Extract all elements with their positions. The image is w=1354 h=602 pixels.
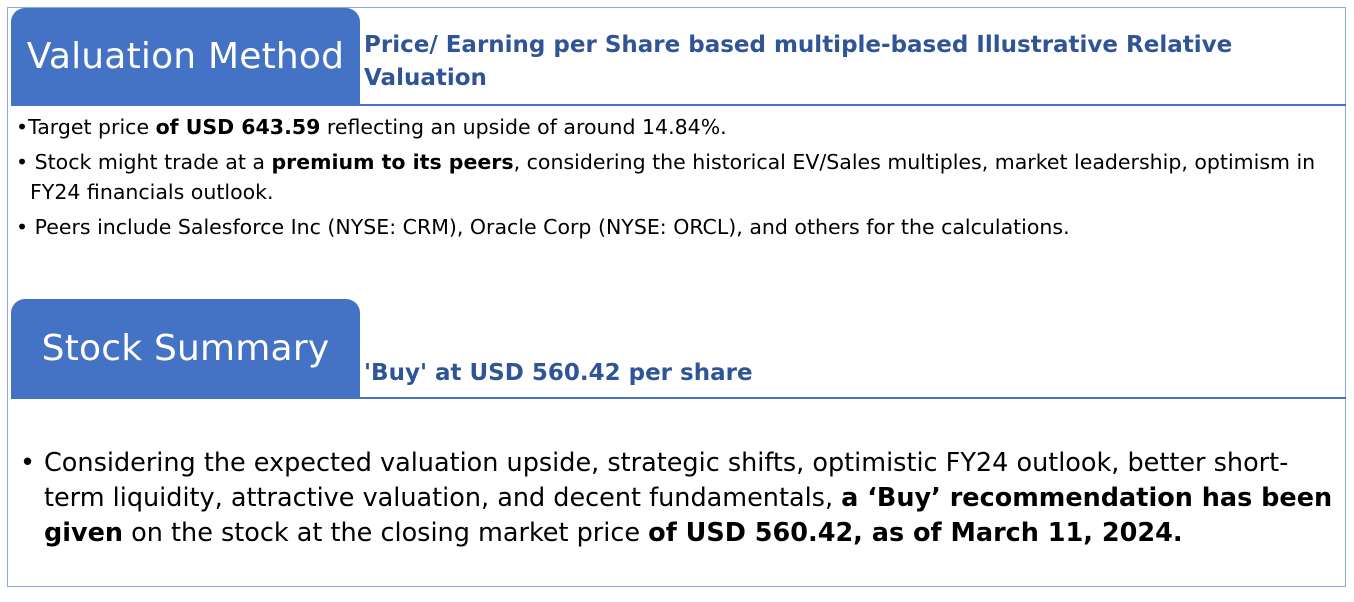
- bullet-text: Stock might trade at a: [34, 150, 272, 174]
- valuation-heading: Price/ Earning per Share based multiple-…: [364, 32, 1233, 91]
- bullet-item-premium: • Stock might trade at a premium to its …: [16, 147, 1336, 207]
- bullet-marker: •: [16, 215, 35, 239]
- summary-bold-text: a ‘Buy’ recommendation has been given: [44, 483, 1333, 548]
- bullet-item-target-price: •Target price of USD 643.59 reflecting a…: [16, 112, 1336, 142]
- section-divider: [11, 397, 1346, 399]
- stock-summary-tab-label: Stock Summary: [41, 327, 330, 369]
- stock-summary-tab: Stock Summary: [11, 299, 360, 397]
- valuation-method-tab: Valuation Method: [11, 8, 360, 104]
- bullet-bold-text: premium to its peers: [271, 150, 514, 174]
- bullet-marker: •: [20, 448, 36, 478]
- summary-text: Considering the expected valuation upsid…: [44, 448, 1289, 513]
- bullet-marker: •: [16, 150, 35, 174]
- bullet-text: , considering the historical EV/Sales mu…: [30, 150, 1316, 204]
- bullet-text: Target price: [28, 115, 156, 139]
- summary-text: on the stock at the closing market price: [123, 518, 649, 548]
- summary-heading: 'Buy' at USD 560.42 per share: [364, 360, 753, 386]
- slide-frame: [7, 7, 1346, 587]
- bullet-item-peers: • Peers include Salesforce Inc (NYSE: CR…: [16, 212, 1336, 242]
- bullet-marker: •: [16, 115, 29, 139]
- section-divider: [11, 104, 1346, 106]
- valuation-method-tab-label: Valuation Method: [26, 35, 345, 77]
- bullet-text: Peers include Salesforce Inc (NYSE: CRM)…: [34, 215, 1070, 239]
- valuation-bullet-list: •Target price of USD 643.59 reflecting a…: [16, 112, 1336, 247]
- summary-bold-text: of USD 560.42, as of March 11, 2024.: [648, 518, 1183, 548]
- bullet-text: reflecting an upside of around 14.84%.: [320, 115, 727, 139]
- summary-bullet: • Considering the expected valuation ups…: [20, 446, 1340, 551]
- bullet-bold-text: of USD 643.59: [155, 115, 321, 139]
